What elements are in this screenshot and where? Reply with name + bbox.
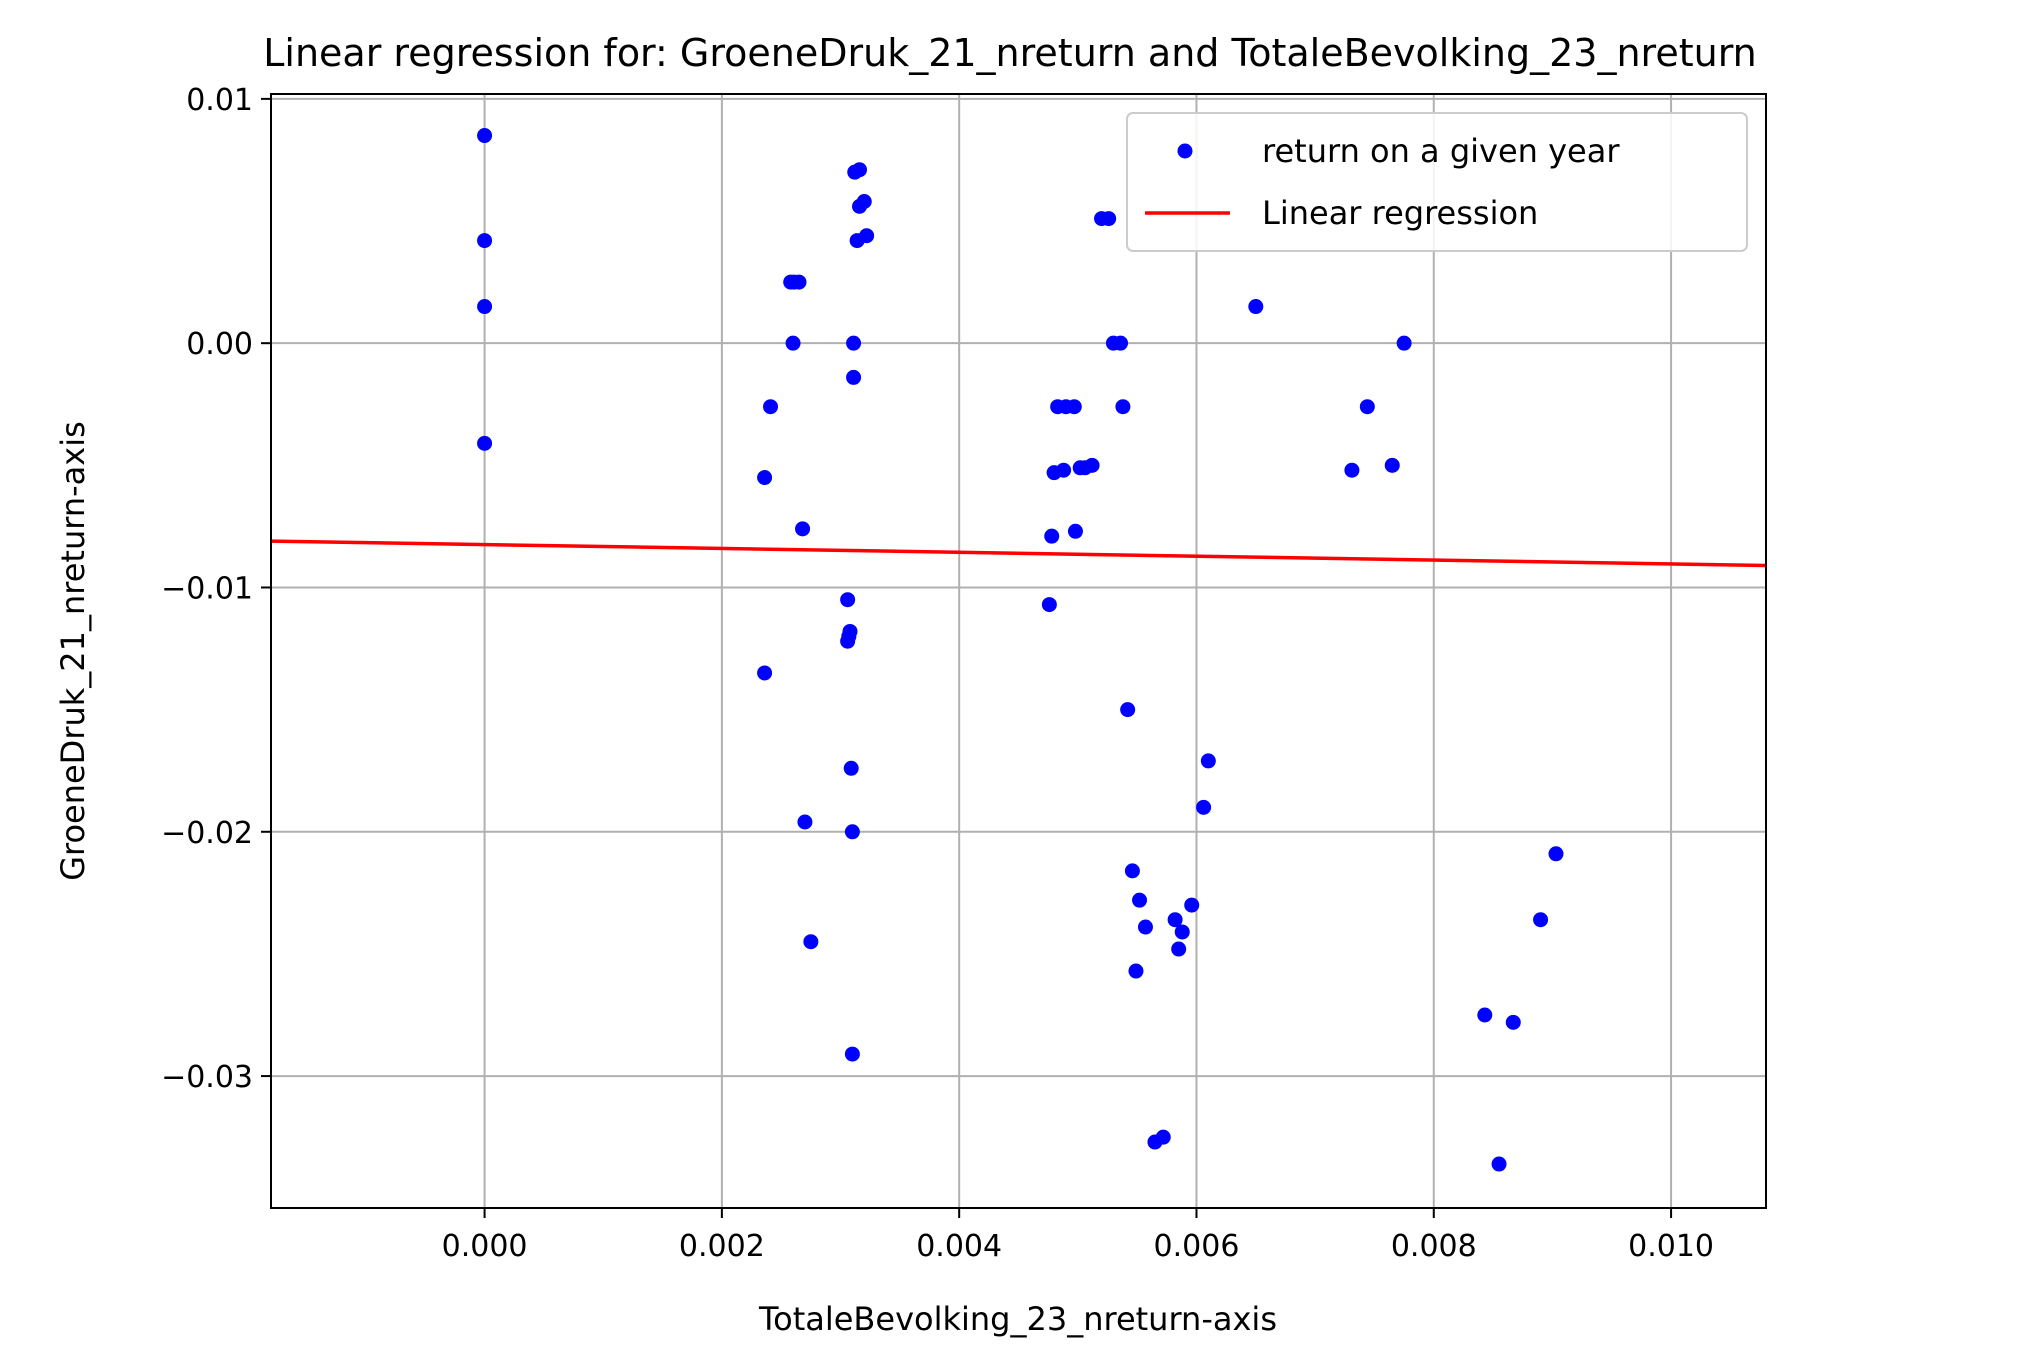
scatter-point (1174, 924, 1190, 940)
scatter-point (1128, 963, 1144, 979)
chart-title: Linear regression for: GroeneDruk_21_nre… (263, 31, 1757, 75)
scatter-points (477, 128, 1564, 1172)
x-tick-label: 0.002 (679, 1229, 765, 1264)
scatter-point (1344, 462, 1360, 478)
legend-scatter-marker (1177, 143, 1193, 159)
scatter-point (1084, 457, 1100, 473)
scatter-point (844, 824, 860, 840)
scatter-point (1067, 523, 1083, 539)
legend: return on a given year Linear regression (1126, 112, 1748, 252)
plot-background (271, 94, 1766, 1208)
scatter-point (1155, 1129, 1171, 1145)
x-tick-label: 0.006 (1154, 1229, 1240, 1264)
y-tick-label: −0.02 (161, 816, 253, 851)
scatter-point (1477, 1007, 1493, 1023)
scatter-point (1113, 335, 1129, 351)
plot-frame (270, 93, 1767, 1209)
scatter-point (785, 335, 801, 351)
scatter-point (477, 128, 493, 144)
scatter-point (1491, 1156, 1507, 1172)
scatter-point (1120, 702, 1136, 718)
scatter-point (477, 233, 493, 249)
scatter-point (1101, 211, 1117, 227)
regression-line (270, 539, 1767, 568)
scatter-point (757, 470, 773, 486)
scatter-point (1041, 597, 1057, 613)
scatter-point (840, 592, 856, 608)
scatter-point (846, 369, 862, 385)
scatter-point (477, 299, 493, 315)
scatter-point (1132, 892, 1148, 908)
scatter-point (1359, 399, 1375, 415)
y-axis-ticks: 0.01 0.00 −0.01 −0.02 −0.03 (161, 83, 271, 1095)
scatter-point (1384, 457, 1400, 473)
scatter-point (1137, 919, 1153, 935)
scatter-point (1044, 528, 1060, 544)
y-tick-label: −0.03 (161, 1060, 253, 1095)
scatter-point (1505, 1014, 1521, 1030)
y-axis-label: GroeneDruk_21_nreturn-axis (54, 421, 92, 881)
scatter-point (859, 228, 875, 244)
x-tick-label: 0.010 (1628, 1229, 1714, 1264)
scatter-point (763, 399, 779, 415)
plot-area (270, 93, 1767, 1209)
scatter-point (477, 435, 493, 451)
scatter-point (1167, 912, 1183, 928)
scatter-point (856, 193, 872, 209)
y-tick-label: 0.01 (186, 83, 253, 118)
scatter-point (1184, 897, 1200, 913)
scatter-point (842, 623, 858, 639)
scatter-point (843, 760, 859, 776)
scatter-point (844, 1046, 860, 1062)
scatter-point (1056, 462, 1072, 478)
x-tick-label: 0.008 (1391, 1229, 1477, 1264)
grid (271, 94, 1766, 1208)
legend-label-scatter: return on a given year (1262, 132, 1620, 170)
scatter-point (1200, 753, 1216, 769)
scatter-point (1548, 846, 1564, 862)
x-tick-label: 0.000 (442, 1229, 528, 1264)
x-tick-label: 0.004 (916, 1229, 1002, 1264)
scatter-point (803, 934, 819, 950)
scatter-point (1124, 863, 1140, 879)
scatter-point (852, 162, 868, 178)
scatter-point (797, 814, 813, 830)
scatter-point (1115, 399, 1131, 415)
scatter-point (1196, 799, 1212, 815)
regression-layer (270, 539, 1767, 568)
scatter-point (757, 665, 773, 681)
legend-label-regression: Linear regression (1262, 194, 1538, 232)
scatter-point (846, 335, 862, 351)
scatter-point (1066, 399, 1082, 415)
scatter-point (1533, 912, 1549, 928)
scatter-point (1171, 941, 1187, 957)
y-tick-label: −0.01 (161, 571, 253, 606)
scatter-point (1396, 335, 1412, 351)
x-axis-ticks: 0.000 0.002 0.004 0.006 0.008 0.010 (442, 1208, 1714, 1264)
y-tick-label: 0.00 (186, 327, 253, 362)
legend-box (1126, 112, 1748, 252)
x-axis-label: TotaleBevolking_23_nreturn-axis (758, 1300, 1277, 1338)
scatter-point (1248, 299, 1264, 315)
scatter-point (795, 521, 811, 537)
scatter-point (791, 274, 807, 290)
